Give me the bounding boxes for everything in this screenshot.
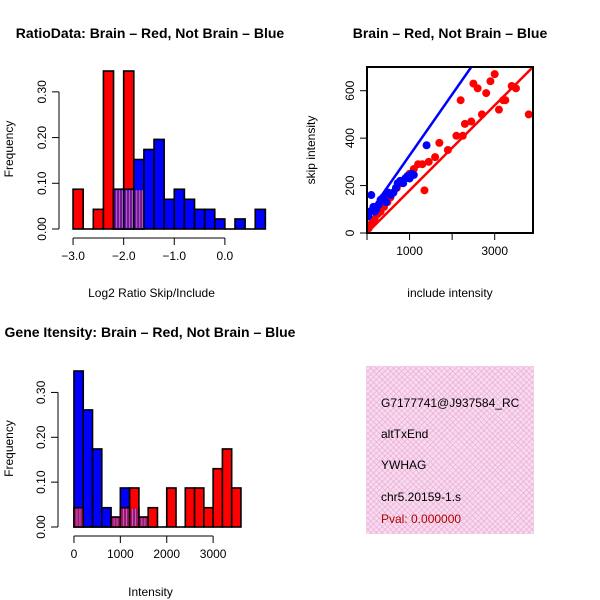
intensity-y-tick-label: 0.30 [34, 380, 48, 404]
ratio-bar-not-brain [163, 198, 176, 230]
intensity-x-tick-label: 3000 [200, 547, 227, 561]
scatter-fit-line-not-brain [367, 67, 473, 218]
scatter-point-brain [494, 105, 503, 114]
scatter-point-brain [418, 160, 427, 169]
ratio-overlap-bar [124, 190, 133, 228]
scatter-point-brain [452, 131, 461, 140]
gene-label: YWHAG [381, 458, 427, 472]
intensity-bar-not-brain [73, 370, 85, 528]
ratio-y-axis-label: Frequency [2, 121, 16, 178]
scatter-y-tick-label: 0 [343, 229, 357, 236]
ratio-bar-not-brain [183, 198, 196, 230]
intensity-y-axis-label: Frequency [2, 420, 16, 477]
ratio-x-tick-label: −2.0 [112, 249, 136, 263]
event-info-panel: G7177741@J937584_RC altTxEnd YWHAG chr5.… [366, 366, 534, 534]
ratio-bar-brain [72, 188, 84, 230]
ratio-bar-not-brain [173, 188, 186, 230]
ratio-bar-not-brain [234, 218, 246, 230]
ratio-bar-not-brain [203, 208, 216, 230]
ratio-bar-not-brain [193, 208, 206, 230]
intensity-bar-brain [193, 487, 205, 528]
intensity-x-tick-label: 2000 [153, 547, 180, 561]
scatter-x-tick-label: 1000 [396, 244, 423, 258]
intensity-bar-brain [203, 506, 214, 528]
intensity-x-tick-label: 1000 [107, 547, 134, 561]
scatter-point-brain [435, 138, 444, 147]
scatter-point-brain [467, 117, 476, 126]
intensity-bar-brain [212, 467, 224, 528]
ratio-title: RatioData: Brain – Red, Not Brain – Blue [16, 25, 285, 41]
ratio-overlap-bar [134, 190, 143, 228]
scatter-y-axis-label: skip intensity [304, 116, 318, 185]
ratio-bar-not-brain [254, 208, 267, 230]
scatter-point-brain [490, 70, 499, 79]
intensity-overlap-bar [121, 508, 129, 526]
intensity-y-tick-label: 0.00 [34, 515, 48, 539]
scatter-point-not-brain [382, 198, 391, 207]
intensity-bar-brain [147, 506, 159, 528]
intensity-title: Gene Itensity: Brain – Red, Not Brain – … [5, 324, 296, 340]
intensity-bar-brain [184, 487, 196, 528]
scatter-x-tick-label: 3000 [481, 244, 508, 258]
intensity-bar-brain [221, 448, 233, 528]
scatter-point-brain [524, 110, 533, 119]
scatter-fit-line-brain [367, 67, 533, 233]
scatter-y-tick-label: 200 [343, 175, 357, 195]
intensity-bar-brain [230, 487, 242, 528]
scatter-point-brain [443, 146, 452, 154]
probe-id-label: G7177741@J937584_RC [381, 396, 520, 410]
cluster-label: chr5.20159-1.s [381, 490, 462, 504]
ratio-overlap-bar [114, 190, 123, 228]
scatter-point-brain [482, 89, 491, 98]
scatter-point-brain [486, 77, 495, 86]
intensity-overlap-bar [112, 518, 120, 526]
pval-label: Pval: 0.000000 [381, 512, 462, 526]
scatter-point-brain [420, 186, 429, 195]
intensity-bar-not-brain [82, 409, 94, 528]
intensity-y-tick-label: 0.20 [34, 425, 48, 449]
intensity-x-tick-label: 0 [71, 547, 78, 561]
scatter-point-not-brain [409, 170, 418, 179]
scatter-point-brain [460, 119, 469, 128]
scatter-point-brain [424, 157, 433, 166]
ratio-x-tick-label: −3.0 [61, 249, 85, 263]
ratio-bar-not-brain [143, 148, 155, 230]
scatter-x-axis-label: include intensity [407, 286, 492, 300]
scatter-point-brain [473, 84, 482, 93]
ratio-bar-brain [102, 70, 115, 230]
intensity-x-axis-label: Intensity [128, 585, 173, 599]
scatter-point-not-brain [422, 141, 431, 150]
scatter-title: Brain – Red, Not Brain – Blue [353, 25, 548, 41]
scatter-y-tick-label: 400 [343, 128, 357, 148]
intensity-bar-not-brain [91, 448, 103, 528]
scatter-y-tick-label: 600 [343, 80, 357, 100]
intensity-overlap-bar [139, 518, 148, 526]
ratio-x-axis-label: Log2 Ratio Skip/Include [88, 286, 215, 300]
intensity-overlap-bar [130, 508, 138, 526]
ratio-x-tick-label: −1.0 [162, 249, 186, 263]
scatter-point-brain [456, 96, 465, 105]
ratio-y-tick-label: 0.30 [35, 80, 49, 104]
scatter-plot-frame [366, 66, 534, 234]
ratio-y-tick-label: 0.10 [35, 171, 49, 195]
scatter-point-not-brain [367, 191, 376, 200]
intensity-overlap-bar [74, 508, 83, 526]
intensity-bar-brain [165, 487, 177, 528]
ratio-y-tick-label: 0.20 [35, 126, 49, 150]
ratio-bar-not-brain [153, 138, 165, 230]
intensity-bar-not-brain [100, 506, 112, 528]
ratio-y-tick-label: 0.00 [35, 217, 49, 241]
intensity-y-tick-label: 0.10 [34, 470, 48, 494]
ratio-bar-brain [92, 208, 105, 230]
ratio-x-tick-label: 0.0 [217, 249, 234, 263]
scatter-point-brain [431, 153, 440, 162]
event-type-label: altTxEnd [381, 427, 429, 441]
intensity-bar-brain [128, 487, 140, 528]
ratio-bar-not-brain [213, 218, 226, 230]
